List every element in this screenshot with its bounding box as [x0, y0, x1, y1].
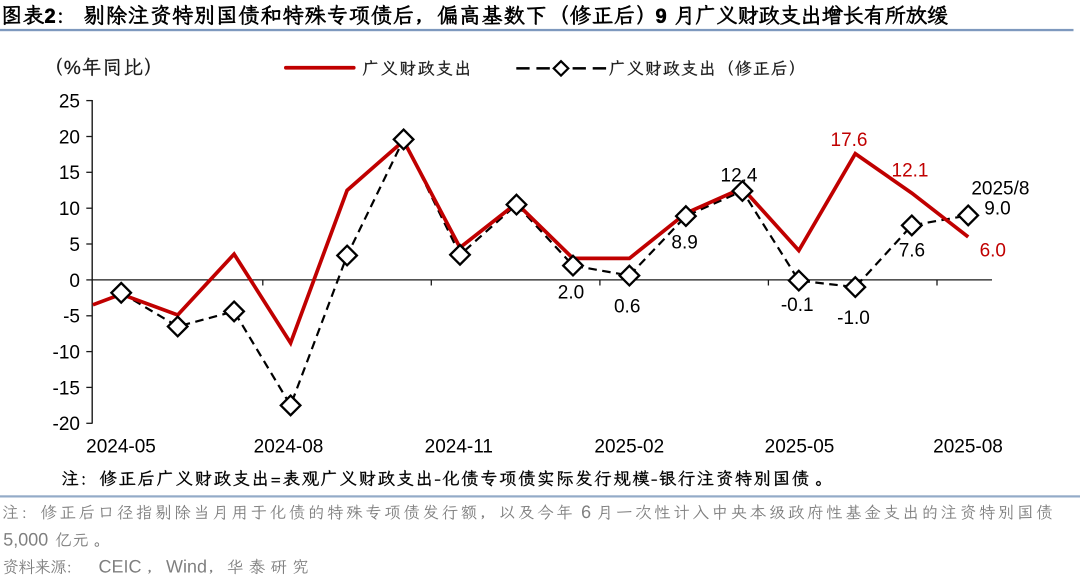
svg-text:25: 25: [59, 92, 80, 113]
svg-text:12.4: 12.4: [721, 166, 758, 187]
svg-text:0: 0: [69, 271, 80, 292]
svg-text:2024-05: 2024-05: [86, 436, 156, 457]
svg-text:2024-11: 2024-11: [425, 436, 493, 457]
svg-text:-10: -10: [53, 343, 80, 364]
svg-text:9.0: 9.0: [984, 199, 1010, 220]
svg-text:2.0: 2.0: [558, 283, 584, 304]
svg-text:-0.1: -0.1: [781, 295, 814, 316]
svg-text:-1.0: -1.0: [837, 308, 870, 329]
svg-text:2025/8: 2025/8: [971, 179, 1029, 200]
svg-text:17.6: 17.6: [831, 130, 868, 151]
svg-text:2025-05: 2025-05: [765, 436, 835, 457]
svg-text:-15: -15: [53, 378, 80, 399]
svg-text:-20: -20: [53, 414, 80, 435]
svg-text:2025-08: 2025-08: [933, 436, 1003, 457]
svg-text:-5: -5: [63, 307, 80, 328]
svg-text:6.0: 6.0: [980, 241, 1006, 262]
svg-text:0.6: 0.6: [614, 296, 640, 317]
svg-text:15: 15: [59, 163, 80, 184]
svg-text:2025-02: 2025-02: [594, 436, 664, 457]
svg-text:12.1: 12.1: [892, 161, 929, 182]
svg-text:2024-08: 2024-08: [254, 436, 324, 457]
svg-text:8.9: 8.9: [671, 232, 697, 253]
svg-text:5: 5: [69, 235, 80, 256]
svg-text:7.6: 7.6: [899, 241, 925, 262]
svg-text:10: 10: [59, 199, 80, 220]
svg-text:20: 20: [59, 127, 80, 148]
